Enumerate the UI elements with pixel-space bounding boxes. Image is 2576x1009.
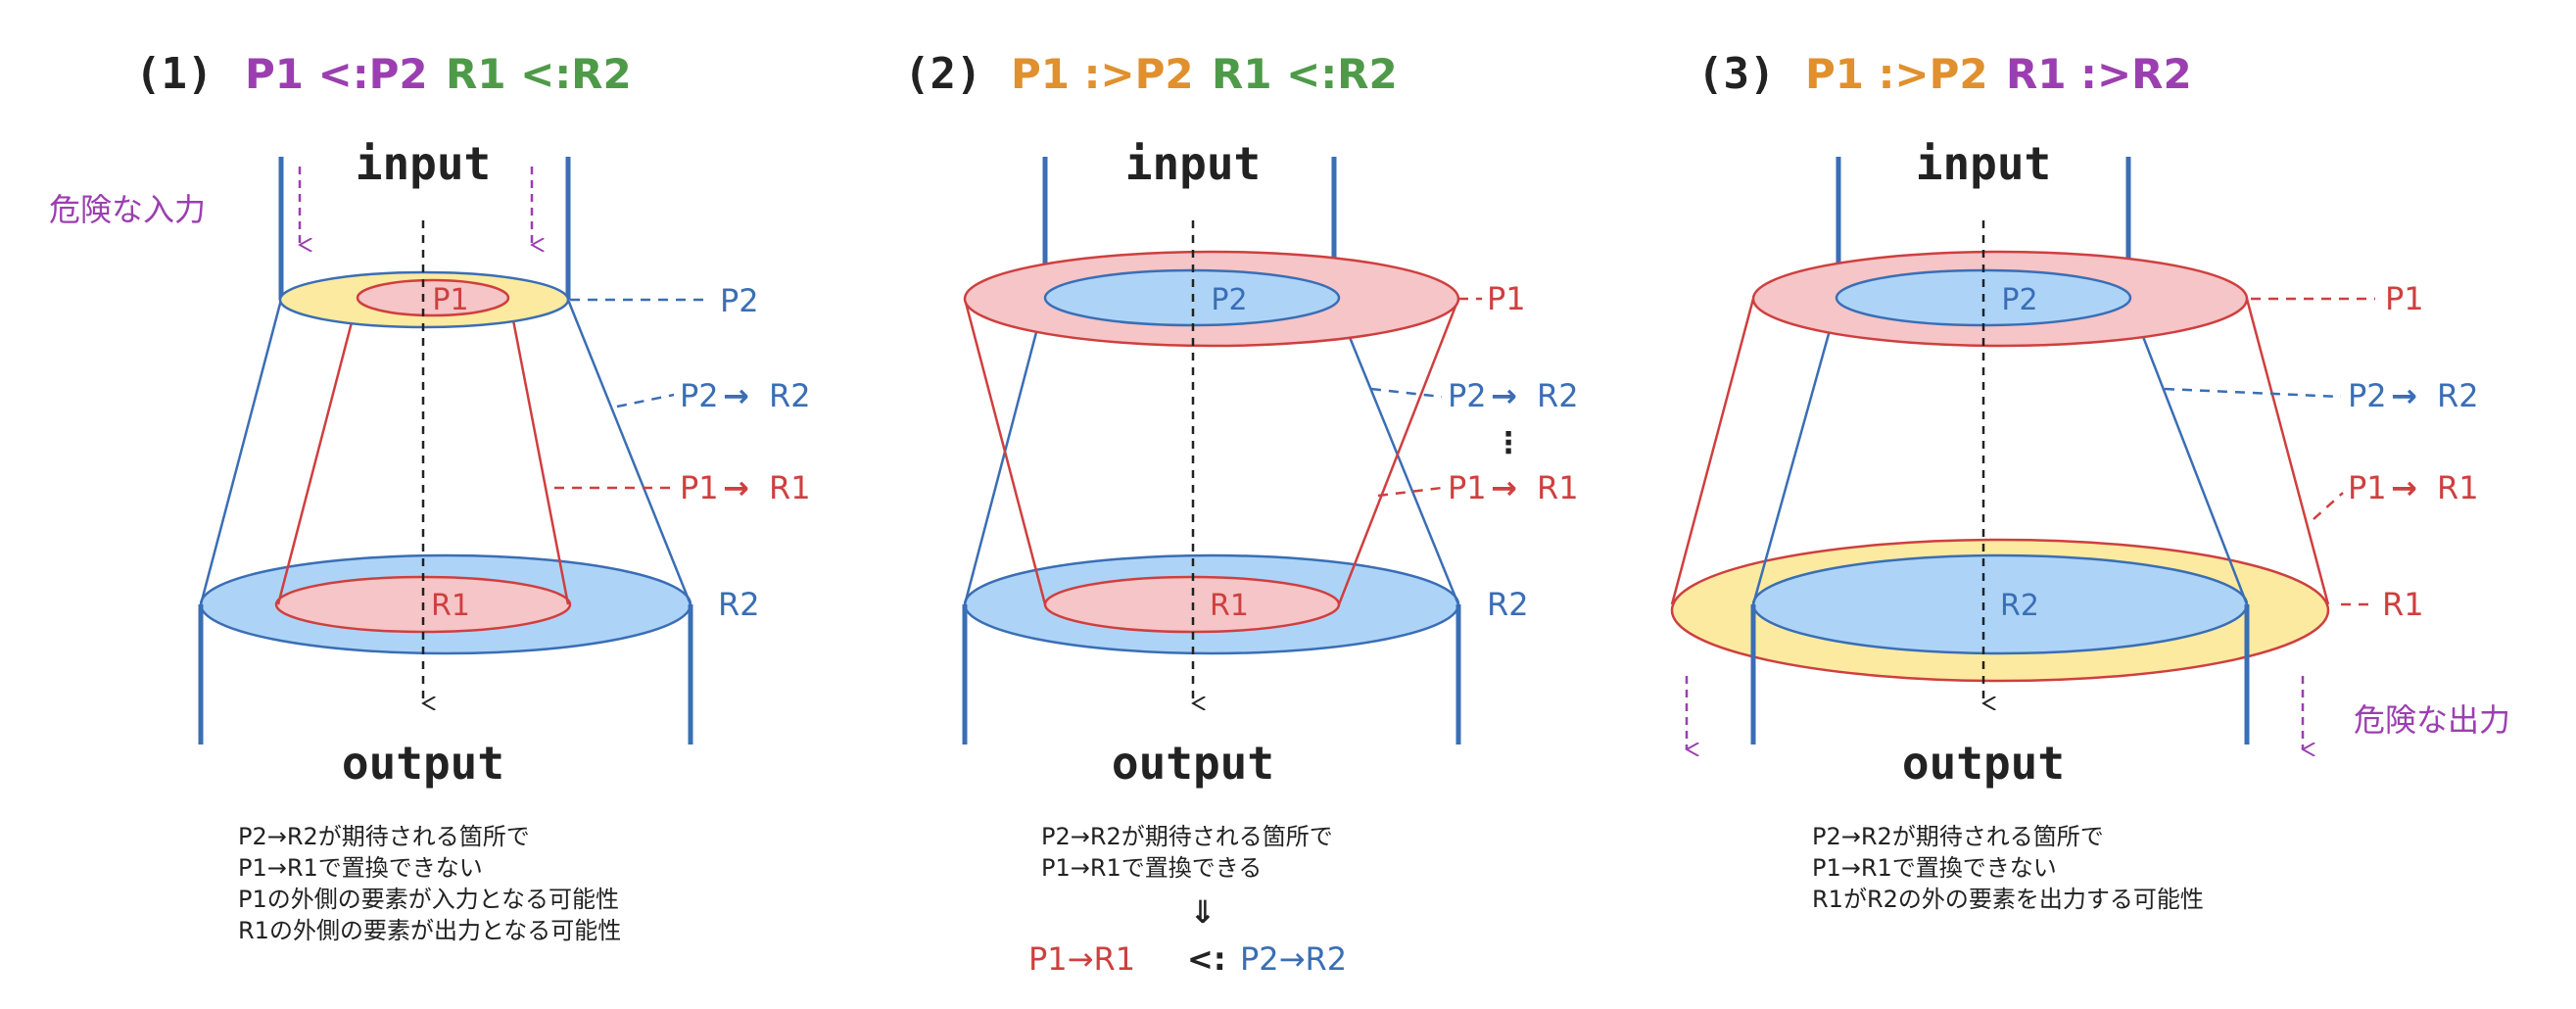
panel-3-p1r1-from: P1 — [2348, 469, 2387, 506]
panel-3-p2r2-side-right — [2126, 298, 2249, 605]
panel-2-number: (2) — [904, 49, 981, 99]
panel-1-p2r2-leader — [616, 393, 675, 408]
panel-3-p1r1-side-left — [1670, 298, 1755, 605]
panel-1-notes: P2→R2が期待される箇所で P1→R1で置換できない P1の外側の要素が入力と… — [238, 823, 621, 944]
panel-2-p1r1-leader — [1377, 486, 1443, 498]
panel-2-conclusion-right: P2→R2 — [1240, 940, 1347, 978]
panel-1-p1r1-side-left — [276, 299, 359, 605]
panel-2-p2r2-to: R2 — [1537, 377, 1579, 414]
panel-1-p2r2-label: P2 → R2 — [680, 377, 811, 414]
panel-2-r1-label: R1 — [1210, 589, 1249, 623]
panel-3-number: (3) — [1697, 49, 1775, 99]
panel-2-conclusion: P1→R1 <: P2→R2 — [1028, 940, 1347, 978]
panel-3-note-2: P1→R1で置換できない — [1812, 854, 2057, 882]
panel-1-p2r2-arrow: → — [723, 377, 749, 414]
panel-2-p1r1-arrow: → — [1491, 469, 1517, 506]
panel-3-danger-output-label: 危険な出力 — [2354, 701, 2510, 739]
panel-3-p2r2-label: P2 → R2 — [2348, 377, 2479, 414]
panel-3-r-relation: R1 :>R2 — [2006, 50, 2192, 98]
panel-3-p2-label: P2 — [2001, 283, 2037, 317]
panel-2-r2-label: R2 — [1487, 586, 1529, 623]
panel-1-danger-input-label: 危険な入力 — [49, 191, 206, 228]
panel-2-p1-label: P1 — [1487, 280, 1526, 317]
panel-1-r-relation: R1 <:R2 — [446, 50, 632, 98]
panel-1-r2-label: R2 — [718, 586, 760, 623]
panel-3-p2r2-from: P2 — [2348, 377, 2387, 414]
panel-2-p2r2-leader — [1370, 387, 1443, 399]
panel-1-p2r2-to: R2 — [769, 377, 811, 414]
panel-2-dots: ⋮ — [1494, 426, 1523, 460]
panel-1-r1-label: R1 — [431, 589, 470, 623]
panel-2-p2r2-arrow: → — [1491, 377, 1517, 414]
panel-2-p1r1-label: P1 → R1 — [1448, 469, 1579, 506]
panel-2: (2) P1 :>P2 R1 <:R2 input P2 R1 P1 P2 → — [904, 49, 1579, 978]
panel-3-input-label: input — [1916, 137, 2051, 190]
panel-1-p-relation: P1 <:P2 — [245, 50, 428, 98]
panel-3-p2r2-leader — [2164, 387, 2342, 399]
panel-3-r1-label: R1 — [2382, 586, 2424, 623]
panel-1-p1-label: P1 — [432, 283, 468, 317]
panel-3-note-3: R1がR2の外の要素を出力する可能性 — [1812, 886, 2204, 913]
panel-2-p2r2-from: P2 — [1448, 377, 1487, 414]
panel-2-r-relation: R1 <:R2 — [1212, 50, 1398, 98]
panel-3-p1-label: P1 — [2385, 280, 2424, 317]
panel-1-p1r1-label: P1 → R1 — [680, 469, 811, 506]
panel-2-p1r1-side-left — [963, 298, 1047, 605]
panel-2-p2r2-label: P2 → R2 — [1448, 377, 1579, 414]
panel-1-p2r2-side-left — [199, 299, 283, 605]
panel-3-p2r2-arrow: → — [2391, 377, 2417, 414]
panel-3-output-label: output — [1902, 737, 2065, 790]
panel-3-notes: P2→R2が期待される箇所で P1→R1で置換できない R1がR2の外の要素を出… — [1812, 823, 2204, 913]
panel-1-note-3: P1の外側の要素が入力となる可能性 — [238, 886, 619, 913]
panel-2-conclusion-left: P1→R1 — [1028, 940, 1135, 978]
panel-2-p1r1-side-right — [1337, 298, 1460, 605]
panel-2-note-2: P1→R1で置換できる — [1041, 854, 1262, 882]
panel-2-output-label: output — [1112, 737, 1274, 790]
panel-1-p2r2-side-right — [566, 299, 692, 605]
panel-2-p2-label: P2 — [1211, 283, 1247, 317]
panel-1: (1) P1 <:P2 R1 <:R2 input 危険な入力 P1 R1 — [49, 49, 811, 944]
panel-1-note-4: R1の外側の要素が出力となる可能性 — [238, 917, 621, 944]
panel-3-p2r2-to: R2 — [2437, 377, 2479, 414]
panel-2-p2r2-side-right — [1332, 298, 1460, 605]
panel-3-p1r1-to: R1 — [2437, 469, 2479, 506]
panel-3-note-1: P2→R2が期待される箇所で — [1812, 823, 2104, 850]
panel-2-implies: ⇓ — [1190, 893, 1216, 931]
panel-1-p1-disk — [356, 278, 510, 317]
panel-3-p2r2-side-left — [1751, 298, 1840, 605]
panel-1-p1r1-from: P1 — [680, 469, 719, 506]
panel-2-conclusion-op: <: — [1187, 940, 1226, 978]
panel-3-p1r1-label: P1 → R1 — [2348, 469, 2479, 506]
panel-1-output-label: output — [342, 737, 504, 790]
panel-1-p2-label: P2 — [720, 282, 759, 319]
panel-1-input-label: input — [356, 137, 491, 190]
panel-2-p-relation: P1 :>P2 — [1011, 50, 1194, 98]
panel-2-note-1: P2→R2が期待される箇所で — [1041, 823, 1333, 850]
panel-1-p2r2-from: P2 — [680, 377, 719, 414]
panel-1-number: (1) — [135, 49, 213, 99]
panel-1-note-1: P2→R2が期待される箇所で — [238, 823, 530, 850]
panel-3-p1r1-side-right — [2245, 298, 2330, 605]
panel-3-p-relation: P1 :>P2 — [1805, 50, 1988, 98]
panel-3-p1r1-arrow: → — [2391, 469, 2417, 506]
panel-1-p1r1-side-right — [507, 299, 570, 605]
panel-2-input-label: input — [1125, 137, 1261, 190]
panel-2-p1r1-from: P1 — [1448, 469, 1487, 506]
panel-3: (3) P1 :>P2 R1 :>R2 input 危険な出力 P2 R2 P1 — [1670, 49, 2510, 913]
panel-3-r2-label: R2 — [2000, 589, 2039, 623]
panel-2-p1r1-to: R1 — [1537, 469, 1579, 506]
panel-1-p1r1-arrow: → — [723, 469, 749, 506]
panel-2-notes: P2→R2が期待される箇所で P1→R1で置換できる — [1041, 823, 1333, 882]
panel-3-p1r1-leader — [2313, 492, 2344, 520]
panel-1-note-2: P1→R1で置換できない — [238, 854, 483, 882]
panel-1-p1r1-to: R1 — [769, 469, 811, 506]
